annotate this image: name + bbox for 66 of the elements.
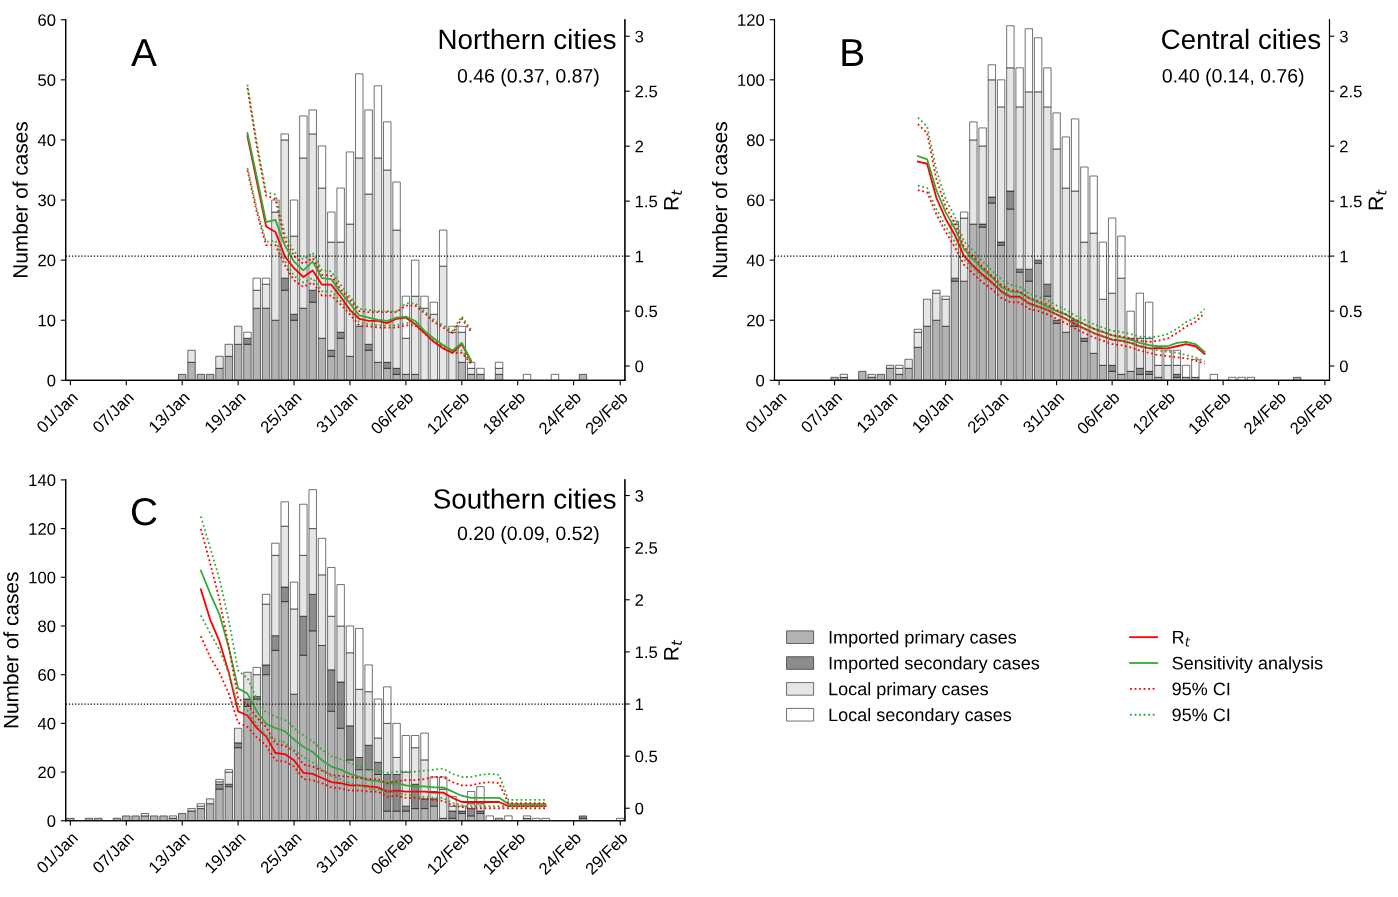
legend-label: 95% CI — [1172, 708, 1230, 722]
y-tick-label: 20 — [38, 766, 56, 779]
y2-tick-label: 2.5 — [1340, 85, 1362, 98]
chart-title: Southern cities — [434, 488, 616, 509]
y-tick-label: 140 — [29, 474, 56, 487]
y2-axis-title: R$_{t}$ — [664, 639, 682, 660]
y-tick-label: 50 — [38, 74, 56, 87]
y2-tick-label: 1 — [635, 698, 644, 711]
y2-tick-label: 1 — [635, 250, 644, 263]
y2-tick-label: 0 — [635, 360, 644, 373]
y2-tick-label: 0.5 — [1339, 305, 1362, 318]
y-tick-label: 30 — [38, 194, 56, 207]
y-tick-label: 120 — [29, 522, 56, 535]
chart-title: Northern cities — [439, 28, 616, 50]
y2-tick-label: 0 — [1339, 360, 1348, 373]
y2-tick-label: 3 — [635, 30, 644, 43]
y2-axis-title: R$_{t}$ — [664, 189, 682, 210]
y2-tick-label: 2.5 — [635, 85, 658, 98]
y2-tick-label: 1.5 — [1340, 195, 1362, 208]
y2-axis-title: R$_{t}$ — [1368, 189, 1387, 210]
y-tick-label: 100 — [29, 571, 56, 584]
y2-tick-label: 1.5 — [635, 195, 658, 208]
y2-tick-label: 2 — [1340, 140, 1348, 153]
y2-tick-label: 2 — [635, 594, 644, 606]
y2-tick-label: 1.5 — [635, 646, 658, 659]
y-tick-label: 40 — [37, 134, 56, 147]
legend-label: Imported primary cases — [829, 630, 1017, 648]
y-tick-label: 40 — [37, 717, 56, 730]
y-tick-label: 40 — [746, 254, 765, 267]
chart-title: Central cities — [1162, 28, 1321, 50]
y2-tick-label: 2 — [635, 140, 644, 153]
annotation: C — [131, 497, 157, 526]
annotation: A — [131, 39, 157, 66]
y-tick-label: 20 — [38, 254, 56, 267]
text: 0.40 (0.14, 0.76) — [1162, 68, 1304, 87]
y2-tick-label: 0.5 — [635, 750, 658, 763]
y2-tick-label: 0.5 — [635, 305, 658, 318]
y-tick-label: 20 — [747, 314, 765, 327]
legend-label: Local primary cases — [829, 682, 988, 699]
y2-tick-label: 0 — [635, 802, 644, 815]
y-tick-label: 0 — [47, 815, 56, 827]
legend-label: R$_{t}$ — [1173, 631, 1191, 647]
legend-label: Local secondary cases — [829, 707, 1012, 725]
y-tick-label: 60 — [38, 669, 56, 681]
y-tick-label: 10 — [38, 314, 56, 327]
y-tick-label: 0 — [47, 374, 56, 387]
y-tick-label: 120 — [738, 14, 765, 26]
y-tick-label: 60 — [38, 14, 56, 26]
y-axis-title: Number of cases — [3, 572, 19, 728]
text: 0.20 (0.09, 0.52) — [457, 525, 599, 545]
y-tick-label: 80 — [746, 134, 765, 147]
y-tick-label: 60 — [747, 194, 765, 207]
y2-tick-label: 3 — [1339, 30, 1348, 43]
y2-tick-label: 3 — [635, 489, 644, 502]
legend-label: 95% CI — [1172, 682, 1230, 696]
y-axis-title: Number of cases — [12, 122, 28, 278]
y-axis-title: Number of cases — [711, 122, 728, 278]
y2-tick-label: 2.5 — [635, 542, 658, 554]
y2-tick-label: 1 — [1340, 250, 1348, 263]
text: 0.46 (0.37, 0.87) — [457, 68, 599, 87]
annotation: B — [842, 39, 864, 66]
y-tick-label: 80 — [38, 620, 56, 633]
legend-label: Imported secondary cases — [829, 656, 1040, 674]
legend-label: Sensitivity analysis — [1172, 656, 1323, 674]
y-tick-label: 100 — [738, 74, 765, 87]
y-tick-label: 0 — [756, 374, 765, 387]
